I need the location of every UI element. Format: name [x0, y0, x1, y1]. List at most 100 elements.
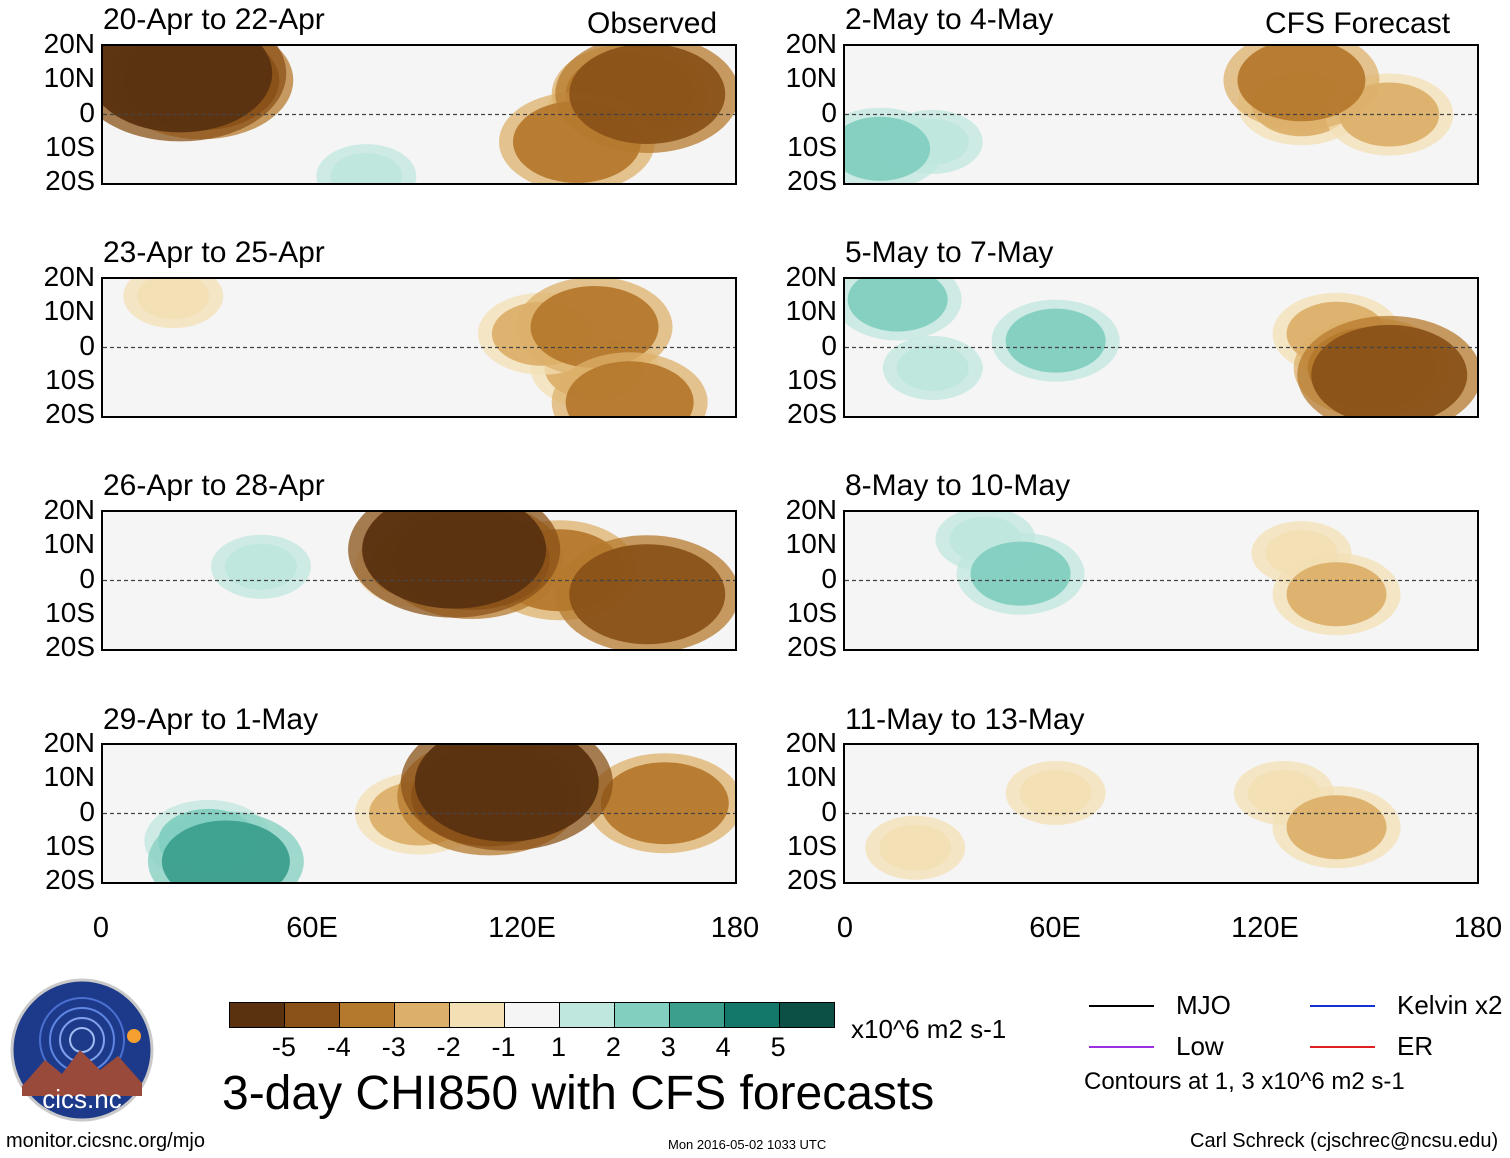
colorbar-cell	[505, 1003, 560, 1027]
y-tick-label: 20N	[785, 28, 837, 59]
legend-line	[1310, 1045, 1375, 1048]
anomaly-blob	[569, 46, 726, 144]
colorbar-label: -1	[491, 1032, 516, 1062]
anomaly-blob	[600, 762, 729, 845]
legend-line	[1310, 1004, 1375, 1007]
footer-timestamp: Mon 2016-05-02 1033 UTC	[668, 1137, 827, 1152]
panel-title: 29-Apr to 1-May	[103, 703, 319, 736]
anomaly-blob	[414, 745, 599, 842]
anomaly-blob	[847, 279, 948, 332]
observed-heading: Observed	[587, 7, 718, 40]
footer-author: Carl Schreck (cjschrec@ncsu.edu)	[1190, 1130, 1499, 1152]
map-panel-2	[101, 510, 737, 651]
y-tick-label: 0	[821, 329, 837, 361]
anomaly-blob	[161, 820, 290, 882]
panel-title: 2-May to 4-May	[845, 3, 1054, 36]
y-tick-label: 0	[821, 795, 837, 827]
anomaly-blob	[362, 512, 547, 609]
x-tick-label: 120E	[1231, 912, 1299, 944]
legend-label: Low	[1176, 1031, 1224, 1061]
cicsnc-logo-icon: cics.nc	[10, 978, 154, 1122]
anomaly-blob	[1019, 769, 1092, 816]
y-tick-label: 20S	[787, 864, 837, 895]
y-tick-label: 10S	[787, 829, 837, 861]
panel-title: 11-May to 13-May	[845, 703, 1085, 736]
colorbar-cell	[780, 1003, 834, 1027]
map-panel-1	[101, 277, 737, 418]
footer-url[interactable]: monitor.cicsnc.org/mjo	[6, 1130, 205, 1152]
colorbar-label: 2	[605, 1032, 621, 1062]
x-tick-label: 0	[836, 912, 854, 944]
anomaly-blob	[103, 46, 273, 133]
y-tick-label: 10S	[787, 596, 837, 628]
y-tick-label: 10S	[45, 829, 95, 861]
map-panel-4	[843, 44, 1479, 185]
x-tick-label: 0	[92, 912, 110, 944]
map-panel-0	[101, 44, 737, 185]
colorbar-cell	[560, 1003, 615, 1027]
map-panel-7	[843, 743, 1479, 884]
y-tick-label: 20S	[787, 165, 837, 196]
y-tick-label: 10S	[787, 130, 837, 162]
y-tick-label: 0	[821, 562, 837, 594]
colorbar-cell	[230, 1003, 285, 1027]
colorbar-units: x10^6 m2 s-1	[851, 1014, 1007, 1044]
colorbar-label: 5	[770, 1032, 786, 1062]
legend-label: MJO	[1176, 990, 1231, 1020]
legend-line	[1089, 1045, 1154, 1048]
colorbar-label: -5	[271, 1032, 296, 1062]
y-tick-label: 10N	[785, 528, 837, 560]
y-tick-label: 20N	[785, 261, 837, 292]
y-tick-label: 10S	[45, 130, 95, 162]
legend-entry-low: Low	[1089, 1031, 1224, 1062]
y-tick-label: 20S	[45, 165, 95, 196]
y-tick-label: 20N	[43, 494, 95, 525]
forecast-heading: CFS Forecast	[1265, 7, 1451, 40]
anomaly-blob	[879, 824, 952, 871]
legend-line	[1089, 1004, 1154, 1007]
y-tick-label: 10N	[785, 761, 837, 793]
colorbar-cell	[450, 1003, 505, 1027]
y-tick-label: 0	[79, 96, 95, 128]
colorbar-cell	[615, 1003, 670, 1027]
anomaly-blob	[896, 345, 969, 392]
anomaly-blob	[970, 541, 1071, 606]
colorbar-cell	[670, 1003, 725, 1027]
panel-title: 20-Apr to 22-Apr	[103, 3, 325, 36]
chart-title: 3-day CHI850 with CFS forecasts	[222, 1067, 935, 1120]
y-tick-label: 10N	[43, 295, 95, 327]
y-tick-label: 20N	[785, 727, 837, 758]
colorbar-cell	[285, 1003, 340, 1027]
y-tick-label: 10N	[43, 761, 95, 793]
anomaly-blob	[330, 153, 403, 183]
map-panel-5	[843, 277, 1479, 418]
colorbar-cell	[725, 1003, 780, 1027]
y-tick-label: 20S	[45, 398, 95, 429]
y-tick-label: 10N	[785, 62, 837, 94]
anomaly-blob	[1237, 46, 1366, 122]
panel-title: 26-Apr to 28-Apr	[103, 469, 325, 502]
anomaly-blob	[845, 116, 931, 181]
colorbar	[229, 1002, 835, 1028]
y-tick-label: 0	[79, 329, 95, 361]
legend-label: ER	[1397, 1031, 1434, 1061]
map-panel-6	[843, 510, 1479, 651]
y-tick-label: 10N	[785, 295, 837, 327]
y-tick-label: 20N	[43, 261, 95, 292]
y-tick-label: 20N	[43, 727, 95, 758]
y-tick-label: 20S	[787, 398, 837, 429]
y-tick-label: 20N	[43, 28, 95, 59]
svg-text:cics.nc: cics.nc	[42, 1084, 121, 1114]
anomaly-blob	[1005, 308, 1106, 373]
anomaly-blob	[1286, 795, 1387, 860]
y-tick-label: 20S	[787, 631, 837, 662]
colorbar-label: -2	[436, 1032, 461, 1062]
y-tick-label: 20S	[45, 864, 95, 895]
colorbar-label: 3	[660, 1032, 676, 1062]
anomaly-blob	[569, 544, 726, 645]
anomaly-blob	[225, 543, 297, 590]
y-tick-label: 10N	[43, 62, 95, 94]
y-tick-label: 20S	[45, 631, 95, 662]
x-tick-label: 120E	[488, 912, 556, 944]
x-tick-label: 60E	[286, 912, 338, 944]
